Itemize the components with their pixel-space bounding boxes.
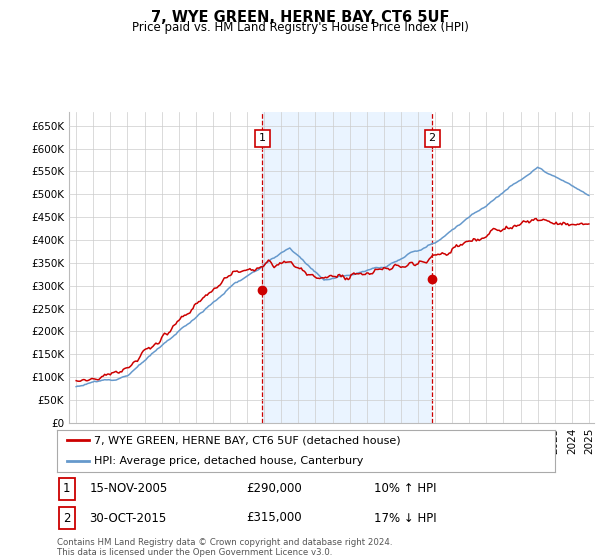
Text: HPI: Average price, detached house, Canterbury: HPI: Average price, detached house, Cant… (94, 456, 364, 466)
Text: 30-OCT-2015: 30-OCT-2015 (89, 511, 167, 525)
Text: 10% ↑ HPI: 10% ↑ HPI (374, 482, 437, 496)
Bar (262, 112, 432, 423)
Text: Contains HM Land Registry data © Crown copyright and database right 2024.
This d: Contains HM Land Registry data © Crown c… (57, 538, 392, 557)
Text: 2: 2 (63, 511, 70, 525)
Text: 7, WYE GREEN, HERNE BAY, CT6 5UF (detached house): 7, WYE GREEN, HERNE BAY, CT6 5UF (detach… (94, 435, 401, 445)
FancyBboxPatch shape (59, 478, 74, 500)
Text: £290,000: £290,000 (246, 482, 302, 496)
FancyBboxPatch shape (59, 507, 74, 529)
Text: 2: 2 (428, 133, 436, 143)
Text: 1: 1 (63, 482, 70, 496)
Text: 17% ↓ HPI: 17% ↓ HPI (374, 511, 437, 525)
Text: £315,000: £315,000 (246, 511, 302, 525)
Text: 15-NOV-2005: 15-NOV-2005 (89, 482, 167, 496)
Text: 1: 1 (259, 133, 266, 143)
Text: 7, WYE GREEN, HERNE BAY, CT6 5UF: 7, WYE GREEN, HERNE BAY, CT6 5UF (151, 10, 449, 25)
Text: Price paid vs. HM Land Registry's House Price Index (HPI): Price paid vs. HM Land Registry's House … (131, 21, 469, 34)
